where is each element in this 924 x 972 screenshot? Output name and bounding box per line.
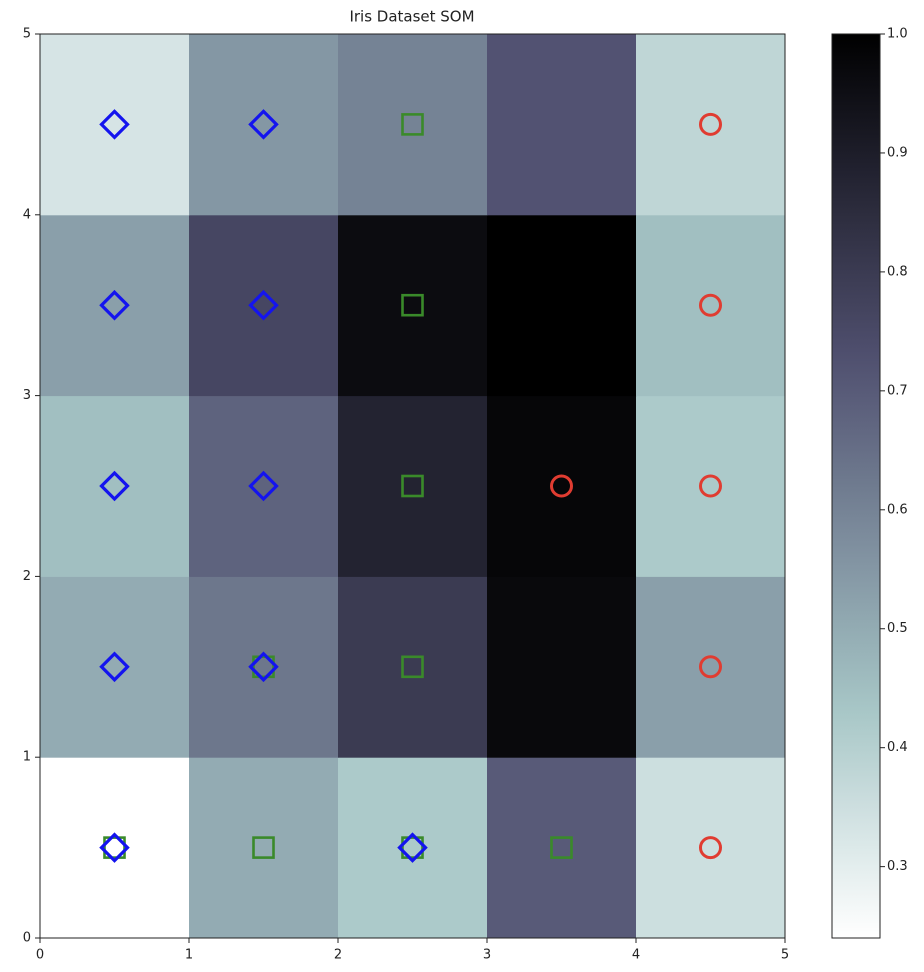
diamond-marker [248, 651, 279, 683]
heat-cell [487, 34, 637, 216]
diamond-marker [99, 109, 130, 140]
diamond-marker [397, 832, 428, 863]
colorbar-tick-label: 0.5 [887, 621, 908, 636]
heat-cell [338, 214, 488, 397]
heat-cell [40, 34, 190, 216]
heat-cell [636, 34, 786, 216]
x-tick-label: 5 [781, 948, 789, 963]
x-tick-label: 0 [36, 948, 44, 963]
heat-cell [189, 757, 339, 939]
diamond-marker [248, 289, 279, 321]
y-tick-label: 0 [23, 931, 31, 946]
x-tick-label: 3 [483, 948, 491, 963]
x-tick-label: 2 [334, 948, 342, 963]
plot-frame [39, 33, 786, 939]
heat-cell [40, 576, 190, 758]
circle-marker [699, 836, 722, 860]
y-tick-label: 1 [23, 750, 31, 765]
heat-cell [189, 395, 339, 577]
heat-cell [40, 395, 190, 577]
heat-cell [338, 395, 488, 577]
square-marker [550, 836, 573, 859]
y-tick-label: 4 [23, 207, 31, 222]
circle-marker [699, 474, 722, 498]
heat-cell [338, 576, 488, 758]
square-marker [401, 655, 424, 679]
colorbar-tick-label: 1.0 [887, 27, 908, 42]
x-tick-label: 1 [185, 948, 193, 963]
diamond-marker [248, 109, 279, 140]
circle-marker [699, 112, 722, 136]
heat-cell [636, 576, 786, 758]
colorbar-tick-label: 0.9 [887, 145, 908, 160]
heat-cell [189, 576, 339, 758]
square-marker [252, 836, 275, 859]
diamond-marker [248, 470, 279, 502]
heat-cell [338, 34, 488, 216]
circle-marker [699, 655, 722, 679]
colorbar [831, 33, 881, 939]
colorbar-tick-label: 0.6 [887, 502, 908, 517]
chart-title: Iris Dataset SOM [349, 8, 474, 26]
x-tick-label: 4 [632, 948, 640, 963]
diamond-marker [99, 470, 130, 502]
heat-cell [636, 395, 786, 577]
y-tick-label: 2 [23, 569, 31, 584]
circle-marker [550, 474, 573, 498]
heat-cell [487, 576, 637, 758]
colorbar-tick-label: 0.7 [887, 383, 908, 398]
heat-cell [487, 395, 637, 577]
colorbar-tick-label: 0.8 [887, 264, 908, 279]
square-marker [103, 836, 126, 859]
square-marker [401, 113, 424, 136]
y-tick-label: 5 [23, 27, 31, 42]
heat-cell [189, 34, 339, 216]
diamond-marker [99, 289, 130, 321]
heat-cell [636, 214, 786, 397]
diamond-marker [99, 651, 130, 683]
heat-cell [636, 757, 786, 939]
heat-cell [338, 757, 488, 939]
square-marker [252, 655, 275, 679]
circle-marker [699, 293, 722, 317]
square-marker [401, 474, 424, 498]
heat-cell [189, 214, 339, 397]
square-marker [401, 836, 424, 859]
colorbar-tick-label: 0.4 [887, 740, 908, 755]
heat-cell [40, 757, 190, 939]
colorbar-tick-label: 0.3 [887, 859, 908, 874]
square-marker [401, 293, 424, 317]
heat-cell [487, 757, 637, 939]
diamond-marker [99, 832, 130, 863]
heat-cell [487, 214, 637, 397]
y-tick-label: 3 [23, 388, 31, 403]
heat-cell [40, 214, 190, 397]
